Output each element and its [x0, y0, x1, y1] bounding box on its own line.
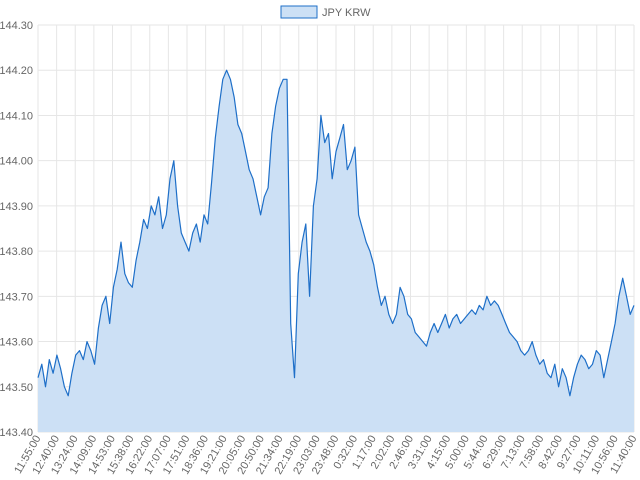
y-tick-label: 143.40 [0, 427, 33, 439]
y-tick-label: 144.30 [0, 20, 33, 32]
y-tick-label: 143.70 [0, 291, 33, 303]
legend-label[interactable]: JPY KRW [322, 7, 371, 19]
y-tick-label: 144.00 [0, 156, 33, 168]
y-tick-label: 143.50 [0, 382, 33, 394]
series-line [37, 69, 635, 397]
legend[interactable]: JPY KRW [280, 5, 371, 19]
y-tick-label: 144.20 [0, 65, 33, 77]
series-area [37, 69, 635, 432]
y-tick-label: 143.80 [0, 246, 33, 258]
y-tick-label: 143.60 [0, 337, 33, 349]
y-axis: 144.30 144.20 144.10 144.00 143.90 143.80 143.… [0, 20, 33, 439]
y-tick-label: 143.90 [0, 201, 33, 213]
x-axis: 11:55:0012:40:0013:24:0014:09:0014:53:00… [12, 434, 639, 477]
y-tick-label: 144.10 [0, 110, 33, 122]
legend-swatch[interactable] [280, 5, 318, 19]
series-fill [38, 70, 634, 432]
